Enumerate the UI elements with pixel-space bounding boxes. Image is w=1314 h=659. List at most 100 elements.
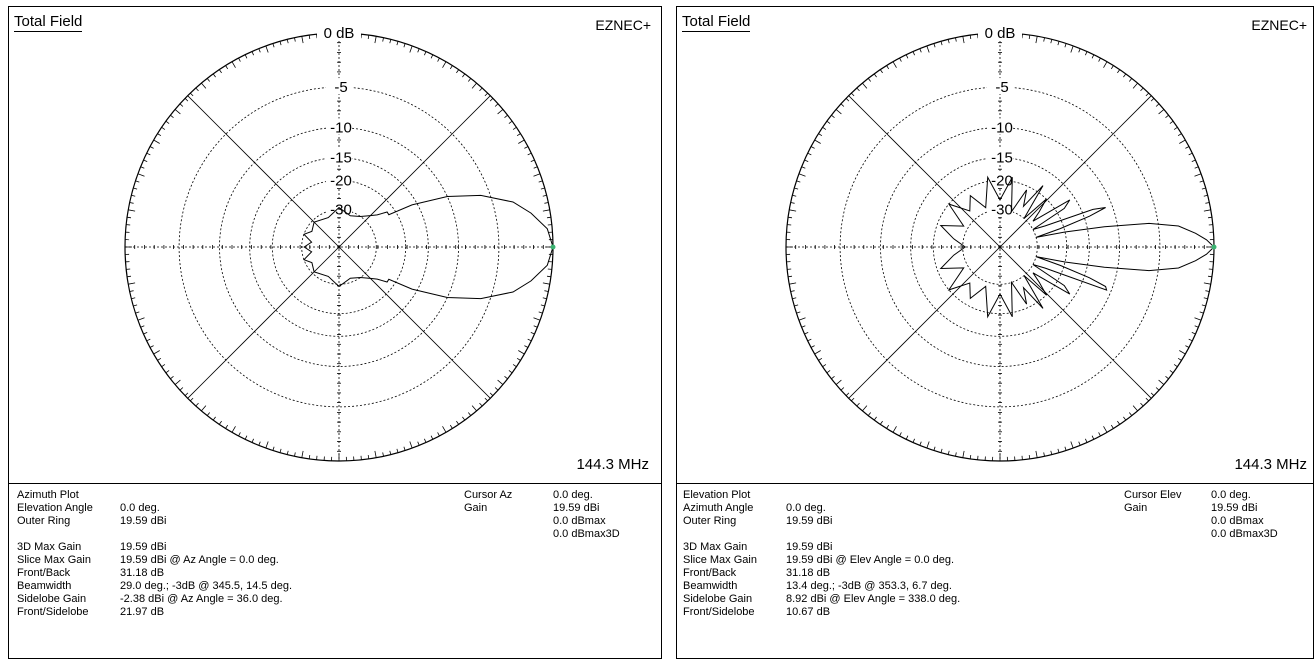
scale-tick bbox=[1128, 78, 1133, 82]
scale-tick bbox=[1203, 194, 1208, 197]
scale-tick bbox=[389, 450, 392, 455]
scale-tick bbox=[546, 275, 551, 278]
scale-tick bbox=[409, 441, 413, 449]
scale-tick bbox=[892, 426, 897, 433]
scale-tick bbox=[286, 39, 289, 44]
scale-tick bbox=[1028, 454, 1031, 459]
stat-value: 19.59 dBi @ Elev Angle = 0.0 deg. bbox=[786, 554, 955, 566]
scale-tick bbox=[969, 35, 972, 40]
scale-tick bbox=[1085, 51, 1088, 56]
scale-tick bbox=[840, 103, 845, 107]
frequency-label: 144.3 MHz bbox=[1234, 456, 1307, 473]
scale-tick bbox=[497, 109, 504, 115]
scale-tick bbox=[265, 45, 269, 53]
scale-tick bbox=[128, 209, 136, 212]
scale-tick bbox=[382, 37, 384, 42]
scale-tick bbox=[484, 92, 488, 97]
scale-tick bbox=[206, 78, 211, 82]
scale-tick bbox=[1177, 357, 1182, 361]
scale-tick bbox=[170, 375, 174, 380]
stat-value: 29.0 deg.; -3dB @ 345.5, 14.5 deg. bbox=[120, 580, 293, 592]
ring-label: -5 bbox=[995, 79, 1008, 96]
scale-tick bbox=[308, 454, 311, 459]
ring-label-bg bbox=[326, 171, 352, 188]
scale-tick bbox=[437, 432, 440, 437]
ring-label: -15 bbox=[991, 150, 1013, 167]
scale-tick bbox=[244, 54, 248, 59]
ring-label: -30 bbox=[991, 202, 1013, 219]
scale-tick bbox=[195, 87, 199, 92]
scale-tick bbox=[489, 392, 494, 396]
scale-tick bbox=[286, 450, 289, 455]
scale-tick bbox=[886, 65, 890, 70]
scale-tick bbox=[818, 357, 823, 361]
polar-chart-elevation[interactable]: 0 dB -5 -10 -15 -20 -30 bbox=[677, 7, 1314, 483]
scale-tick bbox=[174, 379, 181, 385]
stat-value: -2.38 dBi @ Az Angle = 36.0 deg. bbox=[120, 593, 283, 605]
pattern-trace bbox=[303, 194, 554, 300]
scale-tick bbox=[153, 139, 160, 144]
scale-tick bbox=[822, 364, 827, 368]
scale-tick bbox=[1028, 35, 1031, 40]
scale-tick bbox=[933, 446, 936, 451]
scale-tick bbox=[153, 350, 160, 355]
scale-tick bbox=[279, 41, 282, 46]
scale-tick bbox=[467, 78, 472, 82]
frequency-label: 144.3 MHz bbox=[576, 456, 649, 473]
scale-tick bbox=[1155, 387, 1160, 391]
stat-label: Beamwidth bbox=[683, 580, 738, 592]
param-label: Azimuth Angle bbox=[683, 502, 754, 514]
scale-tick bbox=[818, 133, 823, 137]
scale-tick bbox=[442, 61, 447, 68]
scale-tick bbox=[1199, 311, 1204, 314]
scale-tick bbox=[1205, 202, 1210, 204]
ring-label: -10 bbox=[991, 120, 1013, 137]
ring-label-bg bbox=[987, 200, 1013, 217]
plot-title: Total Field bbox=[14, 13, 83, 32]
scale-tick bbox=[1103, 426, 1108, 433]
scale-tick bbox=[301, 36, 304, 44]
scale-tick bbox=[822, 126, 827, 130]
scale-tick bbox=[524, 345, 529, 348]
scale-tick bbox=[1043, 452, 1045, 457]
scale-tick bbox=[424, 51, 427, 56]
scale-tick bbox=[1145, 397, 1149, 402]
scale-tick bbox=[947, 39, 950, 44]
stat-label: Front/Back bbox=[683, 567, 737, 579]
param-value: 19.59 dBi bbox=[120, 515, 167, 527]
scale-tick bbox=[892, 61, 897, 68]
scale-tick bbox=[542, 282, 550, 285]
scale-tick bbox=[804, 332, 809, 335]
scale-tick bbox=[794, 187, 799, 190]
scale-tick bbox=[238, 432, 241, 437]
scale-tick bbox=[1185, 146, 1190, 149]
ring-label-bg bbox=[326, 148, 352, 165]
scale-tick bbox=[251, 438, 254, 443]
scale-tick bbox=[530, 332, 535, 335]
scale-tick bbox=[1194, 317, 1202, 321]
scale-tick bbox=[835, 109, 842, 115]
scale-tick bbox=[788, 275, 793, 278]
scale-tick bbox=[1177, 133, 1182, 137]
scale-tick bbox=[527, 152, 532, 156]
scale-tick bbox=[1117, 69, 1121, 74]
stat-label: Front/Sidelobe bbox=[17, 606, 89, 618]
gain-label: Gain bbox=[1124, 502, 1148, 514]
scale-tick bbox=[1057, 448, 1060, 453]
scale-tick bbox=[1140, 87, 1144, 92]
scale-tick bbox=[146, 152, 151, 156]
scale-tick bbox=[544, 290, 549, 292]
scale-tick bbox=[1150, 98, 1155, 102]
elevation-plot-panel: 0 dB -5 -10 -15 -20 -30 Total Field EZNEC+ 14… bbox=[676, 6, 1314, 659]
scale-tick bbox=[546, 216, 551, 219]
scale-tick bbox=[471, 82, 477, 89]
ring-label-bg bbox=[987, 148, 1013, 165]
scale-tick bbox=[494, 103, 499, 107]
scale-tick bbox=[926, 45, 930, 53]
scale-tick bbox=[1050, 39, 1053, 44]
scale-tick bbox=[538, 180, 543, 183]
scale-tick bbox=[184, 392, 189, 396]
scale-tick bbox=[1179, 139, 1186, 144]
polar-chart-azimuth[interactable]: 0 dB -5 -10 -15 -20 -30 bbox=[9, 7, 662, 483]
scale-tick bbox=[1070, 441, 1074, 449]
